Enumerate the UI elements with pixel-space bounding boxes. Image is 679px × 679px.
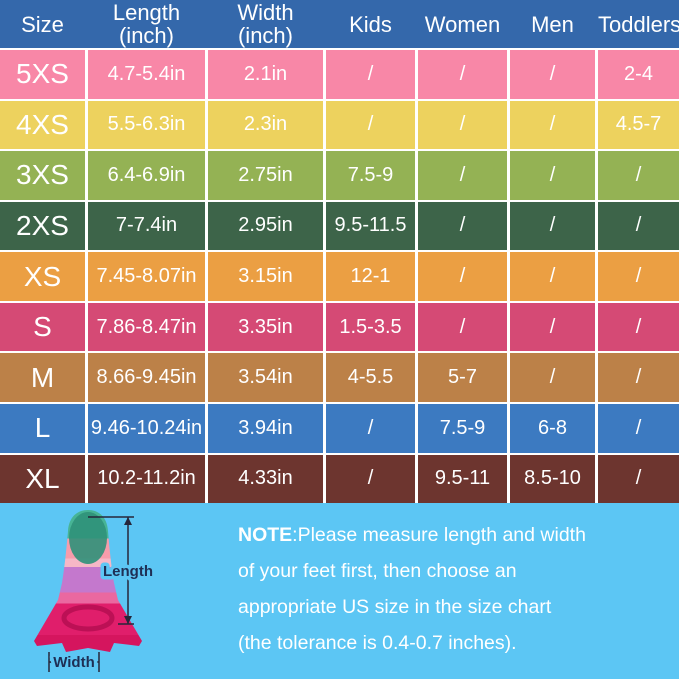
toddlers-cell: / bbox=[598, 454, 679, 504]
women-cell: 5-7 bbox=[418, 353, 507, 402]
men-cell: / bbox=[510, 252, 595, 301]
toddlers-cell: / bbox=[598, 252, 679, 301]
table-row: M 8.66-9.45in 3.54in 4-5.5 5-7 / / bbox=[0, 353, 679, 402]
footer-note-panel: Length Width NOTE:Please measure length … bbox=[0, 503, 679, 679]
size-cell: 5XS bbox=[0, 50, 85, 99]
length-dimension: Length bbox=[88, 516, 157, 625]
table-header-row: Size Length (inch) Width (inch) Kids Wom… bbox=[0, 0, 679, 48]
kids-cell: 1.5-3.5 bbox=[326, 302, 415, 352]
width-cell: 3.54in bbox=[208, 353, 323, 402]
length-label: Length bbox=[103, 563, 153, 580]
men-cell: / bbox=[510, 151, 595, 200]
length-cell: 9.46-10.24in bbox=[88, 403, 205, 453]
column-header-toddlers: Toddlers bbox=[598, 11, 679, 37]
men-cell: 6-8 bbox=[510, 403, 595, 453]
length-cell: 10.2-11.2in bbox=[88, 454, 205, 504]
width-cell: 2.95in bbox=[208, 201, 323, 251]
toddlers-cell: 2-4 bbox=[598, 50, 679, 99]
note-line: appropriate US size in the size chart bbox=[238, 596, 552, 618]
column-header-width: Width (inch) bbox=[237, 0, 294, 48]
table-row: 5XS 4.7-5.4in 2.1in / / / 2-4 bbox=[0, 50, 679, 99]
swim-fin-illustration bbox=[34, 510, 142, 652]
kids-cell: / bbox=[326, 50, 415, 99]
toddlers-cell: / bbox=[598, 403, 679, 453]
length-cell: 4.7-5.4in bbox=[88, 50, 205, 99]
kids-cell: 12-1 bbox=[326, 252, 415, 301]
toddlers-cell: / bbox=[598, 201, 679, 251]
table-row: 4XS 5.5-6.3in 2.3in / / / 4.5-7 bbox=[0, 100, 679, 150]
women-cell: / bbox=[418, 151, 507, 200]
men-cell: / bbox=[510, 353, 595, 402]
size-cell: 4XS bbox=[0, 100, 85, 150]
fin-body bbox=[34, 510, 142, 652]
width-cell: 4.33in bbox=[208, 454, 323, 504]
note-text: NOTE:Please measure length and width of … bbox=[238, 517, 668, 661]
table-row: 3XS 6.4-6.9in 2.75in 7.5-9 / / / bbox=[0, 151, 679, 200]
fin-tip-opening bbox=[69, 512, 107, 564]
kids-cell: / bbox=[326, 403, 415, 453]
men-cell: / bbox=[510, 100, 595, 150]
size-cell: 2XS bbox=[0, 201, 85, 251]
women-cell: 9.5-11 bbox=[418, 454, 507, 504]
width-cell: 2.75in bbox=[208, 151, 323, 200]
table-row: XL 10.2-11.2in 4.33in / 9.5-11 8.5-10 / bbox=[0, 454, 679, 504]
width-dimension: Width bbox=[48, 651, 100, 675]
column-header-men: Men bbox=[531, 11, 574, 37]
men-cell: 8.5-10 bbox=[510, 454, 595, 504]
swim-fin-measurement-diagram: Length Width bbox=[34, 510, 157, 675]
length-cell: 6.4-6.9in bbox=[88, 151, 205, 200]
kids-cell: / bbox=[326, 454, 415, 504]
men-cell: / bbox=[510, 302, 595, 352]
note-label: NOTE bbox=[238, 524, 293, 546]
women-cell: / bbox=[418, 302, 507, 352]
length-cell: 8.66-9.45in bbox=[88, 353, 205, 402]
kids-cell: 4-5.5 bbox=[326, 353, 415, 402]
fin-heel-opening bbox=[61, 604, 115, 632]
column-header-length: Length (inch) bbox=[112, 0, 181, 48]
table-row: 2XS 7-7.4in 2.95in 9.5-11.5 / / / bbox=[0, 201, 679, 251]
size-cell: S bbox=[0, 302, 85, 352]
length-cell: 7-7.4in bbox=[88, 201, 205, 251]
size-cell: XS bbox=[0, 252, 85, 301]
column-header-kids: Kids bbox=[349, 11, 392, 37]
women-cell: / bbox=[418, 50, 507, 99]
kids-cell: / bbox=[326, 100, 415, 150]
women-cell: 7.5-9 bbox=[418, 403, 507, 453]
women-cell: / bbox=[418, 201, 507, 251]
width-cell: 2.3in bbox=[208, 100, 323, 150]
note-line: (the tolerance is 0.4-0.7 inches). bbox=[238, 632, 517, 654]
women-cell: / bbox=[418, 100, 507, 150]
size-cell: 3XS bbox=[0, 151, 85, 200]
width-label: Width bbox=[53, 654, 95, 671]
column-header-size: Size bbox=[21, 11, 64, 37]
size-cell: XL bbox=[0, 454, 85, 504]
table-row: L 9.46-10.24in 3.94in / 7.5-9 6-8 / bbox=[0, 403, 679, 453]
note-line: of your feet first, then choose an bbox=[238, 560, 517, 582]
kids-cell: 9.5-11.5 bbox=[326, 201, 415, 251]
women-cell: / bbox=[418, 252, 507, 301]
men-cell: / bbox=[510, 50, 595, 99]
column-header-women: Women bbox=[424, 11, 501, 37]
toddlers-cell: / bbox=[598, 151, 679, 200]
kids-cell: 7.5-9 bbox=[326, 151, 415, 200]
table-row: XS 7.45-8.07in 3.15in 12-1 / / / bbox=[0, 252, 679, 301]
length-cell: 7.45-8.07in bbox=[88, 252, 205, 301]
width-cell: 2.1in bbox=[208, 50, 323, 99]
width-cell: 3.15in bbox=[208, 252, 323, 301]
size-table-body: 5XS 4.7-5.4in 2.1in / / / 2-4 4XS 5.5-6.… bbox=[0, 50, 679, 504]
length-cell: 7.86-8.47in bbox=[88, 302, 205, 352]
size-cell: M bbox=[0, 353, 85, 402]
note-line: NOTE:Please measure length and width bbox=[238, 524, 586, 546]
width-cell: 3.94in bbox=[208, 403, 323, 453]
width-cell: 3.35in bbox=[208, 302, 323, 352]
size-cell: L bbox=[0, 403, 85, 453]
toddlers-cell: / bbox=[598, 353, 679, 402]
length-cell: 5.5-6.3in bbox=[88, 100, 205, 150]
table-row: S 7.86-8.47in 3.35in 1.5-3.5 / / / bbox=[0, 302, 679, 352]
toddlers-cell: 4.5-7 bbox=[598, 100, 679, 150]
men-cell: / bbox=[510, 201, 595, 251]
toddlers-cell: / bbox=[598, 302, 679, 352]
